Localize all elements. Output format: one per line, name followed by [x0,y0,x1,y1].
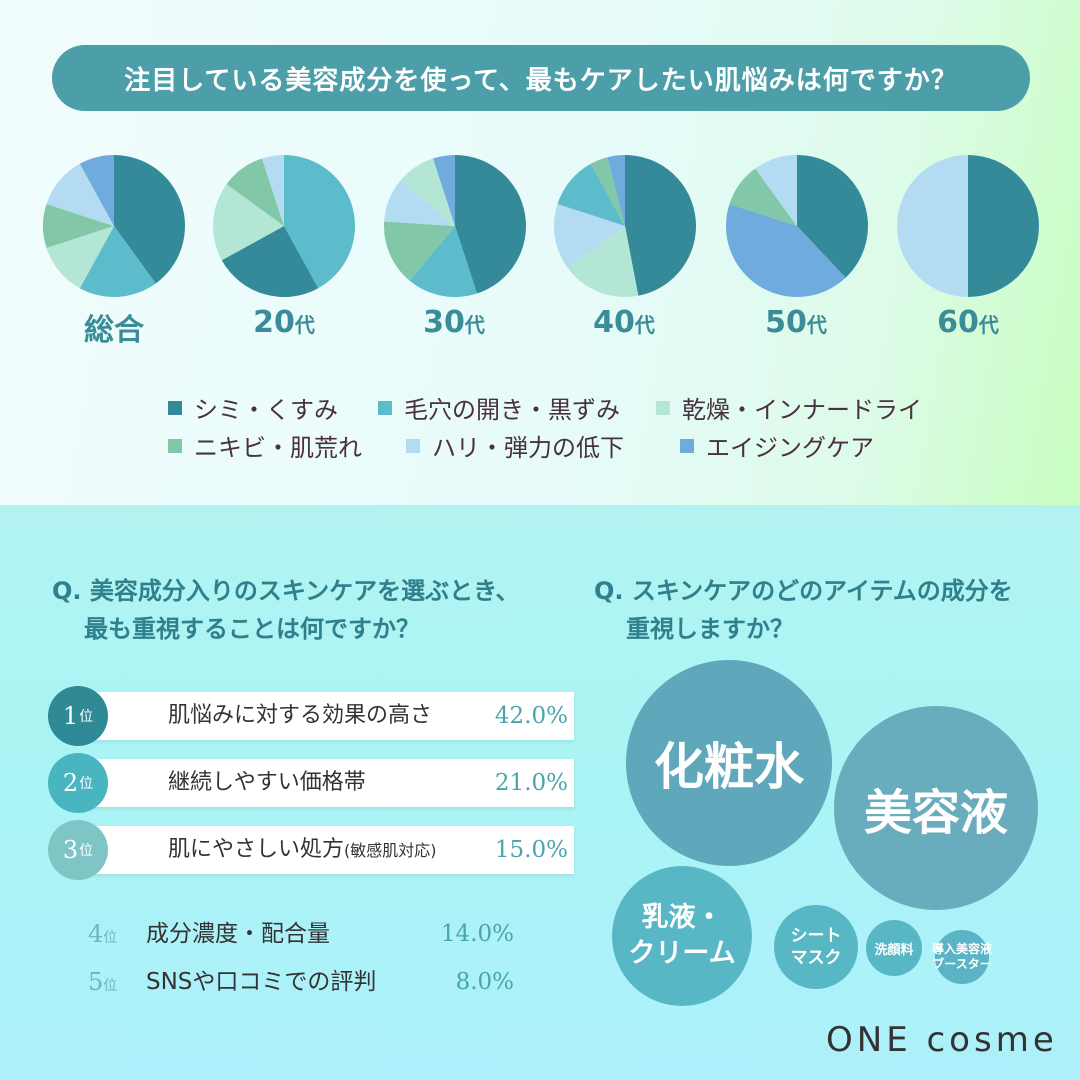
minor-rank: 4位 [88,920,118,948]
bubble-emulsion: 乳液・ クリーム [612,866,752,1006]
q1-line2: 最も重視することは何ですか？ [84,615,420,643]
pie-slice [46,163,114,226]
bubble-sheet-mask: シート マスク [774,905,858,989]
pie-label-40s: 40代 [593,305,655,340]
q2-line1: Q. スキンケアのどのアイテムの成分を [594,577,1013,605]
pie-slice [221,226,319,297]
pie-label-30s: 30代 [423,305,485,340]
pie-slice [567,226,639,297]
minor-label: 成分濃度・配合量 [146,921,330,947]
bubble-toner: 化粧水 [626,660,832,866]
pie-slice [897,155,968,297]
bubble-cleanser: 洗顔料 [866,920,922,976]
pie-label-60s: 60代 [937,305,999,340]
legend-swatch [168,438,182,453]
pie-slice [400,158,455,226]
rank-row-4: 4位 成分濃度・配合量 14.0% [88,914,518,954]
pie-charts [42,155,1039,298]
pie-slice [79,155,114,226]
pie-label-total: 総合 [84,313,144,348]
pie-slice [455,155,526,294]
pie-slice [968,155,1039,297]
pie-slice [42,204,114,248]
pie-slice [213,184,284,261]
legend-swatch [378,400,392,415]
rank-bar: 継続しやすい価格帯 21.0% [90,759,574,807]
pie-slice [729,168,797,226]
brand-logo: ONE cosme [826,1020,1058,1060]
legend-item: シミ・くすみ [168,390,338,425]
pie-slice [625,155,696,296]
pie-slice [557,163,625,226]
pie-slice [114,155,185,284]
legend-item: 乾燥・インナードライ [656,390,922,425]
rank-value: 15.0% [494,837,568,863]
rank-value: 21.0% [494,770,568,796]
legend-swatch [656,400,670,415]
legend-swatch [680,438,694,453]
pie-label-20s: 20代 [253,305,315,340]
legend-item: エイジングケア [680,428,874,463]
q2-line2: 重視しますか？ [626,615,794,643]
q2-question: Q. スキンケアのどのアイテムの成分を 重視しますか？ [594,572,1013,648]
pie-slice [383,221,455,281]
pie-slice [755,155,797,226]
pie-slice [607,155,625,226]
pie-slice [433,155,455,226]
legend-item: ニキビ・肌荒れ [168,428,362,463]
pie-slice [725,204,846,298]
rank-label: 肌にやさしい処方(敏感肌対応) [168,837,437,862]
rank-row-5: 5位 SNSや口コミでの評判 8.0% [88,962,518,1002]
pie-slice [384,180,455,226]
pie-slice [590,157,625,226]
pie-slice [554,204,625,268]
legend-item: 毛穴の開き・黒ずみ [378,390,620,425]
pie-slice [409,226,477,297]
rank-label: 肌悩みに対する効果の高さ [168,703,433,728]
rank-bar: 肌悩みに対する効果の高さ 42.0% [90,692,574,740]
pie-slice [262,155,284,226]
pie-slice [46,226,114,289]
pie-slice [797,155,868,278]
legend-item: ハリ・弾力の低下 [406,428,624,463]
pie-label-50s: 50代 [765,305,827,340]
q1-line1: Q. 美容成分入りのスキンケアを選ぶとき、 [52,577,520,605]
minor-label: SNSや口コミでの評判 [146,969,377,995]
rank-label: 継続しやすい価格帯 [168,770,366,795]
legend-swatch [168,400,182,415]
q1-question: Q. 美容成分入りのスキンケアを選ぶとき、 最も重視することは何ですか？ [52,572,519,648]
minor-rank: 5位 [88,968,118,996]
survey-title: 注目している美容成分を使って、最もケアしたい肌悩みは何ですか？ [52,45,1030,111]
bubble-serum: 美容液 [834,706,1038,910]
rank-bar: 肌にやさしい処方(敏感肌対応) 15.0% [90,826,574,874]
legend-swatch [406,438,420,453]
rank-value: 42.0% [494,703,568,729]
pie-slice [79,226,156,297]
minor-value: 8.0% [455,969,514,995]
pie-slice [284,155,355,289]
pie-slice [226,158,284,226]
minor-value: 14.0% [440,921,514,947]
bubble-booster: 導入美容液 ブースター [932,930,992,984]
